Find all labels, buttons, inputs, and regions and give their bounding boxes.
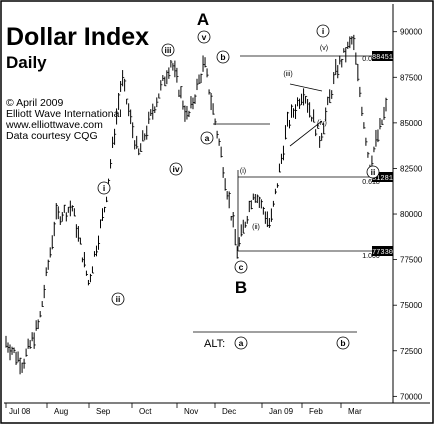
y-axis-ticks: 90000 87500 85000 82500 80000 77500 75000 72500… — [393, 28, 423, 401]
y-tick-label: 87500 — [400, 73, 423, 82]
alt-label: ALT: — [204, 338, 225, 350]
y-tick-label: 80000 — [400, 210, 423, 219]
wave-small-iii: (iii) — [283, 71, 292, 78]
wave-small-i: (i) — [240, 168, 246, 175]
fib-label-618: 0.618 — [362, 179, 380, 186]
credit-line-3: www.elliottwave.com — [5, 119, 103, 131]
x-tick-label: Dec — [222, 407, 236, 416]
y-tick-label: 82500 — [400, 164, 423, 173]
alt-circle-b: b — [336, 336, 350, 350]
price-tag-2-bg — [372, 172, 393, 182]
wave-circle-ii2-text: ii — [371, 167, 376, 177]
x-axis-ticks: Jul 08 Aug Sep Oct Nov Dec Jan 09 Feb Mar — [5, 403, 362, 416]
y-tick-label: 77500 — [400, 256, 423, 265]
alt-b-text: b — [340, 338, 345, 348]
x-tick-label: Mar — [348, 407, 362, 416]
y-tick-label: 85000 — [400, 119, 423, 128]
wave-small-iv: (iv) — [317, 120, 327, 127]
credit-line-4: Data courtesy CQG — [6, 130, 98, 142]
wave-circle-c: c — [234, 260, 248, 274]
wave-circle-i-2: i — [316, 24, 330, 38]
wave-circle-b: b — [216, 50, 230, 64]
wave-label-A: A — [197, 10, 209, 29]
channel-lower — [289, 120, 323, 147]
wave-circle-ii: ii — [111, 292, 125, 306]
wave-circle-iii-text: iii — [164, 45, 171, 55]
fib-label-0: 0.000 — [362, 56, 380, 63]
x-tick-label: Feb — [309, 407, 323, 416]
wave-circle-i: i — [97, 181, 111, 195]
chart-subtitle: Daily — [6, 53, 47, 72]
wave-circle-ii-2: ii — [366, 165, 380, 179]
wave-circle-a: a — [200, 131, 214, 145]
y-tick-label: 72500 — [400, 347, 423, 356]
wave-circle-i2-text: i — [322, 26, 324, 36]
y-tick-label: 75000 — [400, 301, 423, 310]
x-tick-label: Jul 08 — [9, 407, 31, 416]
alt-circle-a: a — [234, 336, 248, 350]
chart-title: Dollar Index — [6, 23, 149, 51]
wave-circle-iv-text: iv — [172, 164, 179, 174]
wave-small-ii: (ii) — [252, 224, 260, 231]
price-tag-2: 81281 — [372, 175, 393, 183]
wave-circle-ii-text: ii — [116, 294, 121, 304]
credit-line-2: Elliott Wave International — [6, 108, 122, 120]
price-bars — [5, 34, 388, 375]
wave-circle-i-text: i — [103, 183, 105, 193]
x-tick-label: Sep — [96, 407, 111, 416]
fib-label-1000: 1.000 — [362, 253, 380, 260]
x-tick-label: Jan 09 — [269, 407, 294, 416]
y-tick-label: 90000 — [400, 28, 423, 37]
channel-upper — [289, 83, 323, 92]
price-tag-3: 77330 — [372, 249, 393, 257]
wave-label-B: B — [235, 278, 247, 297]
wave-small-v: (v) — [320, 45, 328, 52]
wave-circle-v: v — [197, 30, 211, 44]
x-tick-label: Nov — [184, 407, 198, 416]
x-tick-label: Oct — [139, 407, 152, 416]
price-tag-1: 88451 — [372, 54, 393, 62]
wave-circle-iv: iv — [169, 162, 183, 176]
wave-circle-iii: iii — [161, 43, 175, 57]
wave-circle-a-text: a — [205, 133, 210, 143]
wave-circle-b-text: b — [220, 52, 225, 62]
x-tick-label: Aug — [54, 407, 68, 416]
price-tag-3-bg — [372, 246, 393, 256]
wave-circle-c-text: c — [239, 262, 244, 272]
credit-line-1: © April 2009 — [6, 97, 64, 109]
y-tick-label: 70000 — [400, 392, 423, 401]
wave-circle-v-text: v — [202, 32, 207, 42]
alt-a-text: a — [239, 338, 244, 348]
price-tag-1-bg — [372, 51, 393, 61]
